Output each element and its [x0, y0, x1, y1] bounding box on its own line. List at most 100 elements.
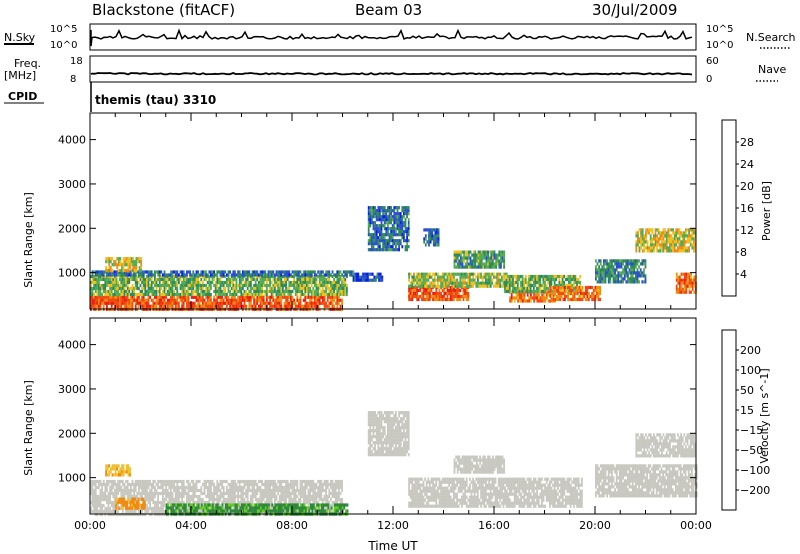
data-cell [463, 259, 465, 263]
data-cell [245, 289, 247, 294]
data-cell [377, 209, 380, 213]
data-cell [132, 257, 135, 261]
data-cell [601, 280, 604, 284]
data-cell [208, 283, 211, 288]
data-cell [134, 280, 137, 285]
data-cell [243, 280, 246, 285]
data-cell [497, 275, 500, 279]
data-cell [325, 277, 327, 282]
data-cell [520, 289, 522, 294]
data-cell [367, 230, 370, 234]
data-cell [599, 268, 602, 272]
data-cell [280, 289, 283, 294]
data-cell [246, 286, 249, 291]
data-cell [461, 265, 464, 269]
data-cell [113, 263, 115, 267]
data-cell [203, 298, 206, 302]
data-cell [339, 283, 342, 288]
data-cell [401, 221, 404, 225]
data-cell [115, 482, 118, 487]
data-cell [557, 297, 560, 302]
data-cell [665, 234, 668, 238]
data-cell [333, 295, 335, 299]
data-cell [310, 295, 313, 299]
data-cell [181, 304, 183, 308]
data-cell [572, 283, 575, 288]
data-cell [221, 304, 223, 308]
data-cell [98, 283, 100, 288]
data-cell [458, 262, 461, 266]
data-cell [144, 304, 147, 308]
data-cell [90, 488, 92, 493]
data-cell [466, 250, 469, 254]
data-cell [155, 509, 158, 514]
data-cell [638, 240, 641, 244]
data-cell [328, 270, 331, 274]
data-cell [240, 500, 243, 505]
data-cell [681, 231, 684, 235]
data-cell [131, 488, 134, 493]
data-cell [601, 271, 604, 275]
data-cell [344, 283, 347, 288]
data-cell [270, 280, 273, 285]
data-cell [112, 283, 115, 288]
data-cell [133, 286, 135, 291]
data-cell [572, 286, 575, 291]
data-cell [673, 249, 676, 253]
data-cell [431, 234, 434, 238]
data-cell [198, 286, 201, 291]
data-cell [428, 243, 430, 247]
data-cell [449, 278, 452, 282]
data-cell [685, 249, 687, 253]
data-cell [339, 274, 342, 279]
data-cell [160, 274, 163, 279]
data-cell [274, 304, 276, 308]
data-cell [155, 488, 158, 493]
data-cell [430, 288, 433, 293]
data-cell [242, 277, 244, 282]
data-cell [661, 243, 663, 247]
data-cell [133, 289, 135, 294]
data-cell [426, 228, 429, 232]
data-cell [227, 295, 230, 299]
data-cell [165, 497, 167, 502]
data-cell [472, 259, 475, 263]
data-cell [429, 275, 431, 279]
data-cell [572, 280, 575, 285]
data-cell [108, 260, 111, 264]
data-cell [275, 270, 278, 274]
data-cell [565, 294, 568, 299]
data-cell [194, 273, 196, 277]
data-cell [318, 280, 321, 285]
data-cell [536, 274, 538, 279]
data-cell [158, 479, 161, 484]
data-cell [534, 277, 537, 282]
data-cell [258, 292, 260, 297]
data-cell [416, 285, 418, 290]
data-cell [312, 301, 315, 305]
data-cell [206, 500, 209, 505]
data-cell [679, 281, 681, 285]
data-cell [604, 268, 607, 272]
data-cell [111, 257, 114, 261]
data-cell [120, 301, 123, 305]
data-cell [592, 294, 595, 299]
data-cell [104, 482, 107, 487]
data-cell [197, 494, 199, 499]
data-cell [381, 275, 384, 279]
data-cell [182, 500, 185, 505]
data-cell [462, 291, 465, 296]
data-cell [409, 291, 412, 296]
data-cell [539, 280, 542, 285]
data-cell [192, 277, 195, 282]
data-cell [396, 227, 399, 231]
data-cell [262, 270, 265, 274]
data-cell [158, 270, 161, 274]
data-cell [403, 212, 405, 216]
data-cell [413, 275, 415, 279]
data-cell [131, 286, 134, 291]
data-cell [139, 479, 142, 484]
data-cell [678, 240, 681, 244]
data-cell [555, 277, 558, 282]
data-cell [383, 233, 386, 237]
